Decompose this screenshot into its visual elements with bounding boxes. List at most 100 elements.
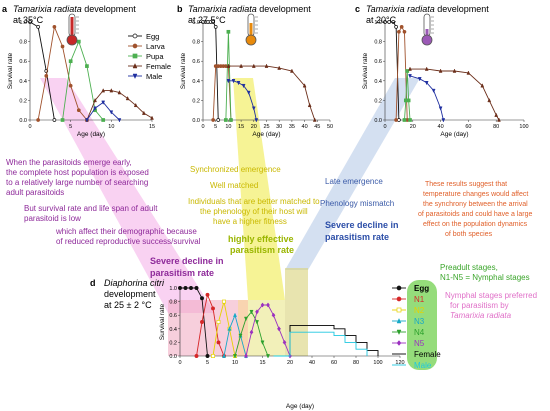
y-tick-label: 0.6 (192, 59, 200, 65)
x-tick-label: 40 (438, 124, 444, 130)
x-tick-label: 30 (276, 124, 282, 130)
y-tick-label: 0.0 (19, 118, 27, 124)
yellow-lower (248, 300, 285, 356)
point-female (290, 68, 294, 73)
y-tick-label: 0.0 (169, 354, 177, 360)
x-tick-label: 10 (108, 124, 114, 130)
legend-label: N5 (414, 339, 425, 348)
series-line-pupa (225, 31, 232, 121)
note-low-2: parasitoid is low (24, 214, 81, 223)
thermometer-bulb (245, 34, 257, 46)
point-female (251, 63, 256, 68)
point-n3 (222, 353, 226, 358)
legend-d-highlight (407, 280, 437, 370)
legend-d: Egg N1 N2 N3 N4 N5 Female Male (392, 284, 441, 370)
point-n1 (216, 340, 221, 345)
point-larva (399, 25, 404, 29)
point-n4 (233, 354, 237, 359)
point-n4 (244, 316, 248, 322)
point-larva (211, 118, 216, 122)
yellow-band (233, 78, 285, 300)
legend-label: Female (146, 62, 171, 71)
y-tick-label: 0.2 (374, 98, 382, 104)
y-tick-label: 0.2 (19, 98, 27, 104)
point-female (101, 88, 106, 93)
point-female (226, 63, 231, 68)
legend-label: Egg (414, 284, 429, 293)
note-mismatch: Phenology mismatch (320, 199, 394, 208)
point-pupa (224, 118, 228, 122)
chart-d: 0.0 0.2 0.4 0.6 0.8 1.0 0 5 10 15 20 40 60 80 100 120 Ag… (159, 286, 405, 410)
x-tick-label: 5 (214, 124, 217, 130)
y-tick-label: 0.8 (19, 40, 27, 46)
point-female (452, 68, 457, 73)
y-axis-label: Survival rate (7, 53, 14, 90)
note-better-2: the phenology of their host will (200, 207, 308, 216)
note-temp-4: of parasitoids and could have a large (418, 211, 533, 218)
point-pupa (229, 118, 233, 122)
point-female (312, 117, 317, 122)
point-larva (44, 74, 49, 78)
note-temp-1: These results suggest that (425, 181, 507, 188)
point-pupa (408, 118, 412, 122)
point-female (277, 65, 282, 70)
point-male (431, 88, 436, 94)
point-n2 (216, 320, 221, 324)
y-tick-label: 0.4 (374, 79, 382, 85)
x-axis-label: Age (day) (440, 131, 468, 138)
olive-lower (285, 268, 308, 356)
point-n1 (194, 354, 199, 358)
legend-marker (132, 53, 138, 59)
point-egg (189, 286, 193, 290)
note-low-1: But survival rate and life span of adult (24, 204, 158, 213)
y-tick-label: 0.6 (19, 59, 27, 65)
point-larva (60, 44, 65, 49)
x-tick-label: 80 (353, 360, 359, 366)
panel-d-letter: d (90, 278, 96, 288)
point-female (466, 70, 471, 75)
point-n1 (205, 292, 210, 297)
point-egg (183, 286, 188, 290)
note-better-3: have a higher fitness (213, 217, 287, 226)
point-female (117, 90, 122, 95)
point-n5 (271, 312, 276, 318)
point-female (424, 66, 429, 71)
point-male (101, 100, 106, 105)
point-egg (211, 20, 216, 24)
series-line-n1 (196, 293, 225, 357)
point-n5 (249, 329, 254, 335)
chart-b: 0.0 0.2 0.4 0.6 0.8 1.0 0 5 10 15 20 25 30 35 40 45 50 Ag… (180, 20, 333, 138)
point-larva (402, 29, 407, 34)
point-n5 (277, 326, 281, 332)
point-female (494, 112, 499, 117)
chart-c: 0.0 0.2 0.4 0.6 0.8 1.0 0 20 40 60 80 100 Age (day) S… (362, 20, 529, 138)
y-tick-label: 0.0 (192, 118, 200, 124)
y-tick-label: 0.8 (374, 40, 382, 46)
point-egg (205, 354, 210, 358)
x-tick-label: 35 (289, 124, 295, 130)
point-egg (178, 286, 182, 290)
point-egg (383, 20, 387, 24)
note-temp-3: the synchrony between the arrival (423, 201, 528, 208)
thermometer-bulb (421, 34, 433, 46)
note-late: Late emergence (325, 177, 383, 186)
x-tick-label: 0 (178, 360, 181, 366)
point-n4 (260, 340, 265, 346)
note-temp-2: temperature changes would affect (423, 191, 528, 198)
point-male (226, 79, 231, 84)
point-female (487, 97, 492, 103)
y-tick-label: 0.2 (192, 98, 200, 104)
x-axis-label: Age (day) (286, 403, 314, 410)
legend-marker (132, 33, 138, 39)
legend-marker (132, 73, 138, 80)
thermometer-bulb (66, 34, 78, 46)
x-tick-label: 10 (225, 124, 231, 130)
x-tick-label: 40 (302, 124, 308, 130)
point-male (231, 79, 236, 84)
panel-c-letter: c (355, 4, 360, 14)
legend-label: N1 (414, 295, 425, 304)
point-female (125, 95, 130, 101)
legend-label: N4 (414, 328, 425, 337)
point-n4 (266, 354, 270, 359)
legend-marker (132, 43, 138, 49)
